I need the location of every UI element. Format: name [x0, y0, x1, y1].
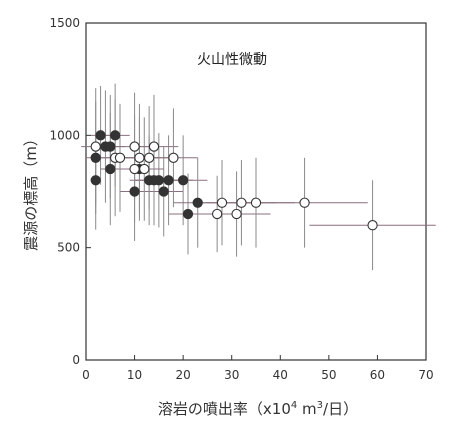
y-tick-label: 1000 — [49, 128, 80, 142]
open-data-point — [90, 141, 101, 152]
filled-data-point — [129, 186, 140, 197]
filled-data-point — [95, 130, 106, 141]
y-tick-label: 500 — [57, 241, 80, 255]
error-bars — [81, 83, 436, 271]
open-data-point — [211, 208, 223, 220]
x-tick-label: 30 — [224, 368, 239, 382]
filled-data-point — [153, 175, 165, 186]
open-data-point — [139, 163, 150, 175]
open-data-point — [367, 220, 378, 231]
x-axis: 0 10 20 30 40 50 60 70 — [82, 355, 434, 382]
open-data-point — [129, 141, 140, 152]
x-tick-label: 40 — [273, 368, 288, 382]
filled-data-point — [90, 152, 101, 163]
open-data-point — [231, 208, 242, 220]
open-data-point — [134, 152, 145, 163]
filled-data-point — [105, 141, 116, 152]
y-axis-title: 震源の標高（m） — [22, 131, 40, 251]
filled-data-point — [158, 186, 169, 197]
filled-data-point — [192, 197, 203, 208]
open-data-point — [129, 163, 140, 175]
open-data-point — [250, 197, 262, 208]
x-axis-title: 溶岩の噴出率（x104 m3/日） — [158, 400, 358, 418]
data-markers — [90, 130, 378, 231]
x-tick-label: 10 — [127, 368, 142, 382]
filled-data-point — [182, 208, 194, 220]
annotation-label: 火山性微動 — [197, 52, 267, 68]
x-tick-label: 70 — [418, 368, 433, 382]
open-data-point — [148, 141, 160, 152]
filled-data-point — [177, 175, 189, 186]
plot-frame — [85, 22, 427, 361]
filled-data-point — [105, 163, 116, 175]
y-tick-label: 1500 — [49, 16, 80, 30]
open-data-point — [236, 197, 247, 208]
open-data-point — [168, 152, 179, 163]
open-data-point — [143, 152, 155, 163]
open-data-point — [114, 152, 126, 163]
open-data-point — [299, 197, 310, 208]
filled-data-point — [163, 175, 174, 186]
y-tick-label: 0 — [72, 353, 80, 367]
x-tick-label: 0 — [82, 368, 90, 382]
open-data-point — [216, 197, 228, 208]
filled-data-point — [90, 175, 101, 186]
x-tick-label: 50 — [321, 368, 336, 382]
x-tick-label: 20 — [176, 368, 191, 382]
y-axis: 0 500 1000 1500 — [49, 16, 91, 367]
x-tick-label: 60 — [370, 368, 385, 382]
filled-data-point — [109, 130, 121, 141]
